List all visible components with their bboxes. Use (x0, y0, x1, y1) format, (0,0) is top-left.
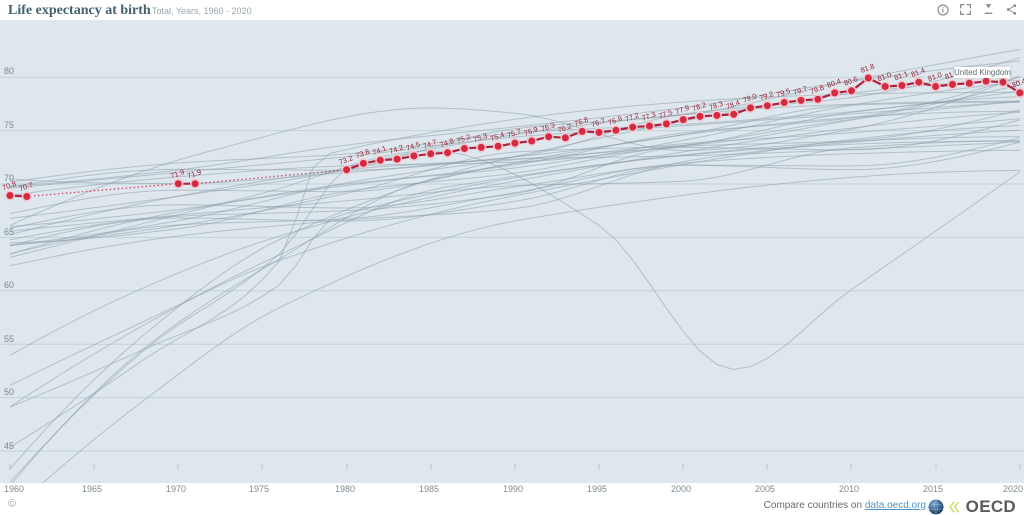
svg-text:74.2: 74.2 (388, 143, 404, 156)
svg-text:81.1: 81.1 (893, 69, 909, 82)
svg-text:77.5: 77.5 (657, 107, 673, 120)
svg-text:75.9: 75.9 (523, 124, 539, 137)
svg-text:75.4: 75.4 (489, 130, 505, 143)
svg-text:81.8: 81.8 (859, 61, 875, 74)
svg-text:79.8: 79.8 (809, 83, 825, 96)
svg-text:75.7: 75.7 (506, 127, 522, 140)
svg-text:75.2: 75.2 (455, 132, 471, 145)
svg-text:79.0: 79.0 (741, 91, 757, 104)
svg-text:76.7: 76.7 (590, 116, 606, 129)
svg-text:80.4: 80.4 (826, 76, 842, 89)
svg-text:76.8: 76.8 (573, 115, 589, 128)
svg-text:74.1: 74.1 (371, 144, 387, 157)
svg-text:75.3: 75.3 (472, 131, 488, 144)
svg-text:74.8: 74.8 (439, 136, 455, 149)
svg-text:77.2: 77.2 (624, 111, 640, 124)
svg-text:78.3: 78.3 (708, 99, 724, 112)
svg-text:79.2: 79.2 (758, 89, 774, 102)
svg-text:81.0: 81.0 (876, 70, 892, 83)
svg-text:81.0: 81.0 (927, 70, 943, 83)
svg-text:73.8: 73.8 (354, 147, 370, 160)
svg-text:77.3: 77.3 (640, 109, 656, 122)
svg-text:76.9: 76.9 (607, 114, 623, 127)
svg-text:70.7: 70.7 (18, 180, 34, 193)
svg-text:79.5: 79.5 (775, 86, 791, 99)
svg-text:80.6: 80.6 (842, 74, 858, 87)
svg-text:78.4: 78.4 (725, 98, 741, 111)
svg-text:76.3: 76.3 (540, 120, 556, 133)
